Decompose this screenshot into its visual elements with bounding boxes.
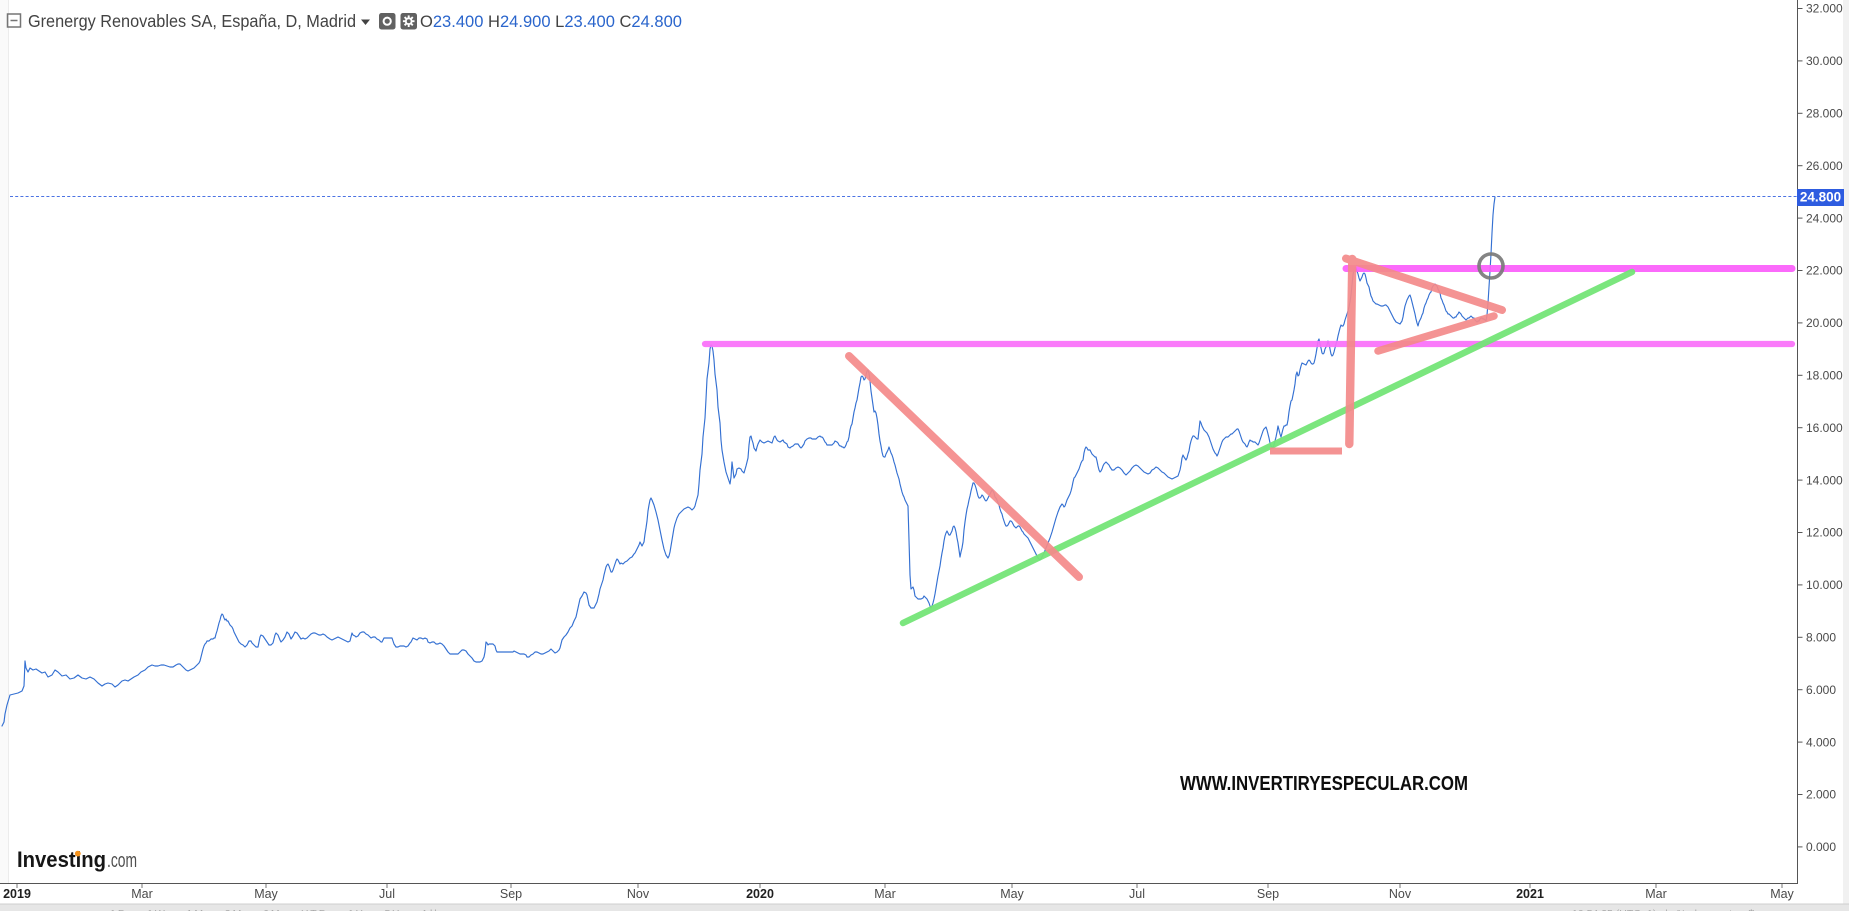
svg-text:Mar: Mar — [874, 887, 896, 901]
svg-text:WWW.INVERTIRYESPECULAR.COM: WWW.INVERTIRYESPECULAR.COM — [1180, 772, 1468, 795]
svg-text:24.800: 24.800 — [1800, 190, 1841, 205]
svg-text:24.000: 24.000 — [1806, 211, 1843, 225]
svg-text:Investing: Investing — [17, 847, 106, 872]
svg-text:14.000: 14.000 — [1806, 473, 1843, 487]
svg-text:26.000: 26.000 — [1806, 159, 1843, 173]
svg-text:30.000: 30.000 — [1806, 54, 1843, 68]
svg-text:May: May — [1770, 887, 1794, 901]
svg-text:32.000: 32.000 — [1806, 2, 1843, 16]
svg-text:8.000: 8.000 — [1806, 631, 1836, 645]
svg-text:4.000: 4.000 — [1806, 735, 1836, 749]
svg-text:Nov: Nov — [1389, 887, 1412, 901]
svg-text:.com: .com — [107, 850, 137, 872]
svg-text:Sep: Sep — [500, 887, 522, 901]
svg-text:0.000: 0.000 — [1806, 840, 1836, 854]
svg-text:May: May — [1000, 887, 1024, 901]
svg-text:2020: 2020 — [746, 887, 774, 901]
svg-text:10.000: 10.000 — [1806, 578, 1843, 592]
svg-text:16.000: 16.000 — [1806, 421, 1843, 435]
svg-text:Grenergy Renovables SA, España: Grenergy Renovables SA, España, D, Madri… — [28, 11, 356, 31]
svg-text:2021: 2021 — [1516, 887, 1544, 901]
svg-text:2019: 2019 — [3, 887, 31, 901]
svg-text:2.000: 2.000 — [1806, 788, 1836, 802]
svg-text:Mar: Mar — [131, 887, 153, 901]
svg-text:1D 1W 1M 3M 6M: 1D 1W 1M 3M 6M YTD 1Y 5Y All — [110, 908, 439, 911]
svg-text:18.000: 18.000 — [1806, 369, 1843, 383]
svg-text:28.000: 28.000 — [1806, 107, 1843, 121]
svg-text:6.000: 6.000 — [1806, 683, 1836, 697]
svg-text:Mar: Mar — [1645, 887, 1667, 901]
svg-text:Nov: Nov — [627, 887, 650, 901]
svg-text:10:54:35 (UTC+1) | % log: 10:54:35 (UTC+1) | % log auto ⚙ — [1572, 908, 1756, 911]
svg-text:May: May — [254, 887, 278, 901]
svg-text:Jul: Jul — [1129, 887, 1145, 901]
svg-text:Jul: Jul — [379, 887, 395, 901]
svg-text:O23.400 H24.900 L23.400 C24: O23.400 H24.900 L23.400 C24.800 — [420, 13, 682, 31]
svg-text:22.000: 22.000 — [1806, 264, 1843, 278]
svg-text:12.000: 12.000 — [1806, 526, 1843, 540]
svg-text:Sep: Sep — [1257, 887, 1279, 901]
svg-text:20.000: 20.000 — [1806, 316, 1843, 330]
